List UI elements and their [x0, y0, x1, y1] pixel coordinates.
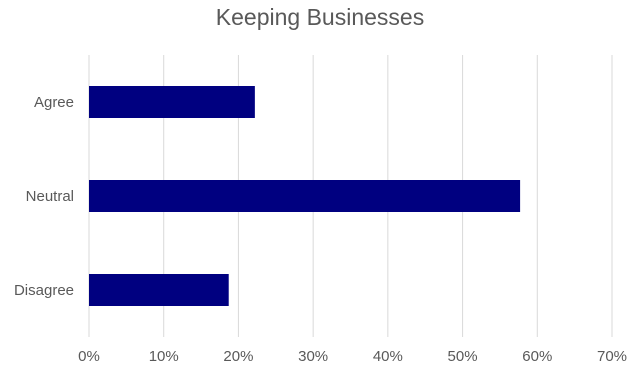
x-tick-label: 10%	[149, 348, 179, 365]
bar-disagree	[89, 274, 229, 306]
x-tick-label: 40%	[373, 348, 403, 365]
bar-neutral	[89, 180, 521, 212]
chart-title: Keeping Businesses	[215, 4, 425, 30]
bar-agree	[89, 86, 255, 118]
x-tick-label: 20%	[223, 348, 253, 365]
y-category-label: Disagree	[14, 282, 74, 299]
y-category-label: Neutral	[26, 188, 74, 205]
x-tick-label: 30%	[298, 348, 328, 365]
y-category-label: Agree	[34, 94, 74, 111]
x-tick-label: 0%	[78, 348, 100, 365]
x-tick-label: 70%	[597, 348, 627, 365]
x-tick-label: 60%	[522, 348, 552, 365]
x-tick-label: 50%	[448, 348, 478, 365]
